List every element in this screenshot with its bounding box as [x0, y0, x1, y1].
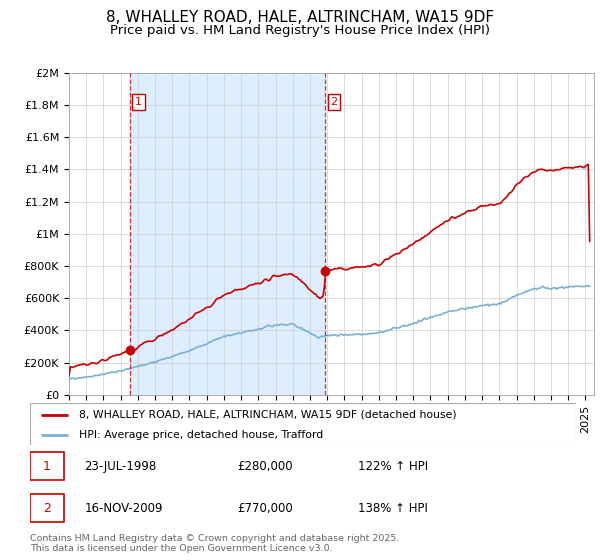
Text: 16-NOV-2009: 16-NOV-2009	[85, 502, 163, 515]
Text: Price paid vs. HM Land Registry's House Price Index (HPI): Price paid vs. HM Land Registry's House …	[110, 24, 490, 36]
Text: £770,000: £770,000	[238, 502, 293, 515]
Text: 8, WHALLEY ROAD, HALE, ALTRINCHAM, WA15 9DF (detached house): 8, WHALLEY ROAD, HALE, ALTRINCHAM, WA15 …	[79, 410, 457, 420]
Text: 2: 2	[43, 502, 51, 515]
Text: 23-JUL-1998: 23-JUL-1998	[85, 460, 157, 473]
Text: HPI: Average price, detached house, Trafford: HPI: Average price, detached house, Traf…	[79, 430, 323, 440]
Bar	[30, 494, 64, 522]
Text: 8, WHALLEY ROAD, HALE, ALTRINCHAM, WA15 9DF: 8, WHALLEY ROAD, HALE, ALTRINCHAM, WA15 …	[106, 10, 494, 25]
Text: Contains HM Land Registry data © Crown copyright and database right 2025.
This d: Contains HM Land Registry data © Crown c…	[30, 534, 400, 553]
Text: 1: 1	[43, 460, 51, 473]
Text: £280,000: £280,000	[238, 460, 293, 473]
Text: 138% ↑ HPI: 138% ↑ HPI	[358, 502, 427, 515]
Bar	[30, 452, 64, 480]
Text: 2: 2	[330, 97, 337, 107]
Bar	[130, 73, 325, 395]
Text: 1: 1	[135, 97, 142, 107]
Text: 122% ↑ HPI: 122% ↑ HPI	[358, 460, 428, 473]
